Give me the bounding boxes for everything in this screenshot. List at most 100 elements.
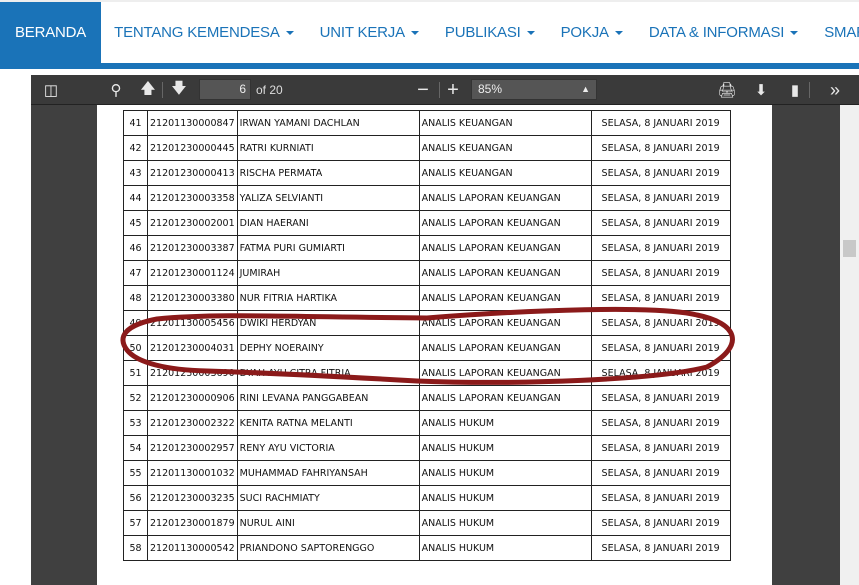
nav-item-pokja[interactable]: POKJA	[548, 2, 636, 63]
cell-name: JUMIRAH	[236, 260, 420, 286]
cell-date: SELASA, 8 JANUARI 2019	[590, 510, 731, 536]
cell-name: KENITA RATNA MELANTI	[236, 410, 420, 436]
cell-no: 58	[123, 535, 148, 561]
nav-item-label: POKJA	[560, 24, 609, 41]
table-row: 45 21201230002001 DIAN HAERANI ANALIS LAPOR…	[123, 210, 731, 236]
caret-down-icon	[790, 30, 799, 35]
cell-position: ANALIS HUKUM	[418, 410, 592, 436]
scrollbar[interactable]	[840, 105, 859, 585]
cell-position: ANALIS LAPORAN KEUANGAN	[418, 360, 592, 386]
cell-date: SELASA, 8 JANUARI 2019	[590, 485, 731, 511]
nav-item-beranda[interactable]: BERANDA	[0, 2, 102, 63]
nav-item-publikasi[interactable]: PUBLIKASI	[432, 2, 548, 63]
nav-item-tentang-kemendesa[interactable]: TENTANG KEMENDESA	[101, 2, 307, 63]
pdf-page: 41 21201130000847 IRWAN YAMANI DACHLAN ANAL…	[97, 105, 772, 585]
tools-chevron-icon[interactable]: »	[829, 79, 840, 100]
download-icon[interactable]: ⬇	[754, 82, 768, 99]
cell-position: ANALIS LAPORAN KEUANGAN	[418, 185, 592, 211]
cell-id: 21201230003358	[147, 185, 238, 211]
cell-id: 21201230001879	[147, 510, 238, 536]
previous-page-icon[interactable]: 🡅	[140, 79, 156, 97]
cell-id: 21201230003690	[147, 360, 238, 386]
cell-name: RENY AYU VICTORIA	[236, 435, 420, 461]
cell-id: 21201230000445	[147, 135, 238, 161]
table-row: 48 21201230003380 NUR FITRIA HARTIKA ANALIS…	[123, 285, 731, 311]
main-nav: BERANDA TENTANG KEMENDESA UNIT KERJA PUBLIK…	[0, 0, 859, 63]
caret-down-icon	[410, 30, 419, 35]
table-row: 51 21201230003690 DYAH AYU CITRA FITRIA ANA…	[123, 360, 731, 386]
cell-date: SELASA, 8 JANUARI 2019	[590, 310, 731, 336]
zoom-select[interactable]: 85% ▲	[471, 79, 597, 100]
cell-no: 49	[123, 310, 148, 336]
cell-name: DEPHY NOERAINY	[236, 335, 420, 361]
cell-position: ANALIS LAPORAN KEUANGAN	[418, 235, 592, 261]
cell-position: ANALIS HUKUM	[418, 510, 592, 536]
cell-date: SELASA, 8 JANUARI 2019	[590, 360, 731, 386]
table-row: 44 21201230003358 YALIZA SELVIANTI ANALIS L…	[123, 185, 731, 211]
cell-position: ANALIS KEUANGAN	[418, 110, 592, 136]
bookmark-icon[interactable]: ▮	[790, 82, 800, 99]
table-row: 52 21201230000906 RINI LEVANA PANGGABEAN AN…	[123, 385, 731, 411]
cell-name: NUR FITRIA HARTIKA	[236, 285, 420, 311]
pdf-toolbar: ◫ ⚲ 🡅 🡇 6 of 20 − + 85% ▲ 🖨 ⬇ ▮ »	[31, 75, 859, 105]
print-icon[interactable]: 🖨	[717, 82, 737, 99]
cell-id: 21201230003235	[147, 485, 238, 511]
cell-name: SUCI RACHMIATY	[236, 485, 420, 511]
nav-item-label: SMAR	[824, 24, 859, 41]
nav-item-unit-kerja[interactable]: UNIT KERJA	[307, 2, 432, 63]
cell-position: ANALIS HUKUM	[418, 435, 592, 461]
table-row: 46 21201230003387 FATMA PURI GUMIARTI ANALI…	[123, 235, 731, 261]
zoom-out-icon[interactable]: −	[417, 78, 429, 101]
cell-position: ANALIS LAPORAN KEUANGAN	[418, 335, 592, 361]
zoom-in-icon[interactable]: +	[447, 78, 459, 101]
cell-position: ANALIS LAPORAN KEUANGAN	[418, 260, 592, 286]
cell-no: 57	[123, 510, 148, 536]
table-row: 41 21201130000847 IRWAN YAMANI DACHLAN ANAL…	[123, 110, 731, 136]
cell-no: 43	[123, 160, 148, 186]
cell-name: PRIANDONO SAPTORENGGO	[236, 535, 420, 561]
nav-item-label: PUBLIKASI	[444, 24, 521, 41]
table-row: 42 21201230000445 RATRI KURNIATI ANALIS KEU…	[123, 135, 731, 161]
cell-date: SELASA, 8 JANUARI 2019	[590, 235, 731, 261]
cell-name: MUHAMMAD FAHRIYANSAH	[236, 460, 420, 486]
table-row: 55 21201130001032 MUHAMMAD FAHRIYANSAH ANAL…	[123, 460, 731, 486]
cell-no: 46	[123, 235, 148, 261]
cell-no: 55	[123, 460, 148, 486]
cell-position: ANALIS KEUANGAN	[418, 160, 592, 186]
cell-position: ANALIS LAPORAN KEUANGAN	[418, 285, 592, 311]
cell-no: 51	[123, 360, 148, 386]
table-row: 47 21201230001124 JUMIRAH ANALIS LAPORAN KE…	[123, 260, 731, 286]
cell-date: SELASA, 8 JANUARI 2019	[590, 410, 731, 436]
cell-date: SELASA, 8 JANUARI 2019	[590, 435, 731, 461]
table-row: 49 21201130005456 DWIKI HERDYAN ANALIS LAPO…	[123, 310, 731, 336]
search-icon[interactable]: ⚲	[110, 82, 122, 99]
cell-date: SELASA, 8 JANUARI 2019	[590, 260, 731, 286]
cell-position: ANALIS LAPORAN KEUANGAN	[418, 210, 592, 236]
nav-item-smar[interactable]: SMAR	[811, 2, 859, 63]
nav-item-data-informasi[interactable]: DATA & INFORMASI	[636, 2, 811, 63]
nav-item-label: DATA & INFORMASI	[648, 24, 785, 41]
cell-position: ANALIS KEUANGAN	[418, 135, 592, 161]
cell-date: SELASA, 8 JANUARI 2019	[590, 210, 731, 236]
cell-id: 21201230000906	[147, 385, 238, 411]
next-page-icon[interactable]: 🡇	[171, 79, 187, 97]
zoom-value: 85%	[478, 82, 503, 96]
cell-position: ANALIS HUKUM	[418, 535, 592, 561]
cell-date: SELASA, 8 JANUARI 2019	[590, 110, 731, 136]
cell-id: 21201230001124	[147, 260, 238, 286]
cell-name: RINI LEVANA PANGGABEAN	[236, 385, 420, 411]
cell-name: YALIZA SELVIANTI	[236, 185, 420, 211]
table-row: 57 21201230001879 NURUL AINI ANALIS HUKUM SE…	[123, 510, 731, 536]
cell-date: SELASA, 8 JANUARI 2019	[590, 285, 731, 311]
cell-name: NURUL AINI	[236, 510, 420, 536]
nav-item-label: UNIT KERJA	[319, 24, 405, 41]
page-number-input[interactable]: 6	[199, 79, 251, 100]
cell-id: 21201130000847	[147, 110, 238, 136]
cell-id: 21201230004031	[147, 335, 238, 361]
cell-name: RISCHA PERMATA	[236, 160, 420, 186]
cell-id: 21201230002001	[147, 210, 238, 236]
cell-no: 56	[123, 485, 148, 511]
scrollbar-thumb[interactable]	[843, 240, 856, 257]
cell-id: 21201230000413	[147, 160, 238, 186]
sidebar-toggle-icon[interactable]: ◫	[43, 82, 59, 99]
